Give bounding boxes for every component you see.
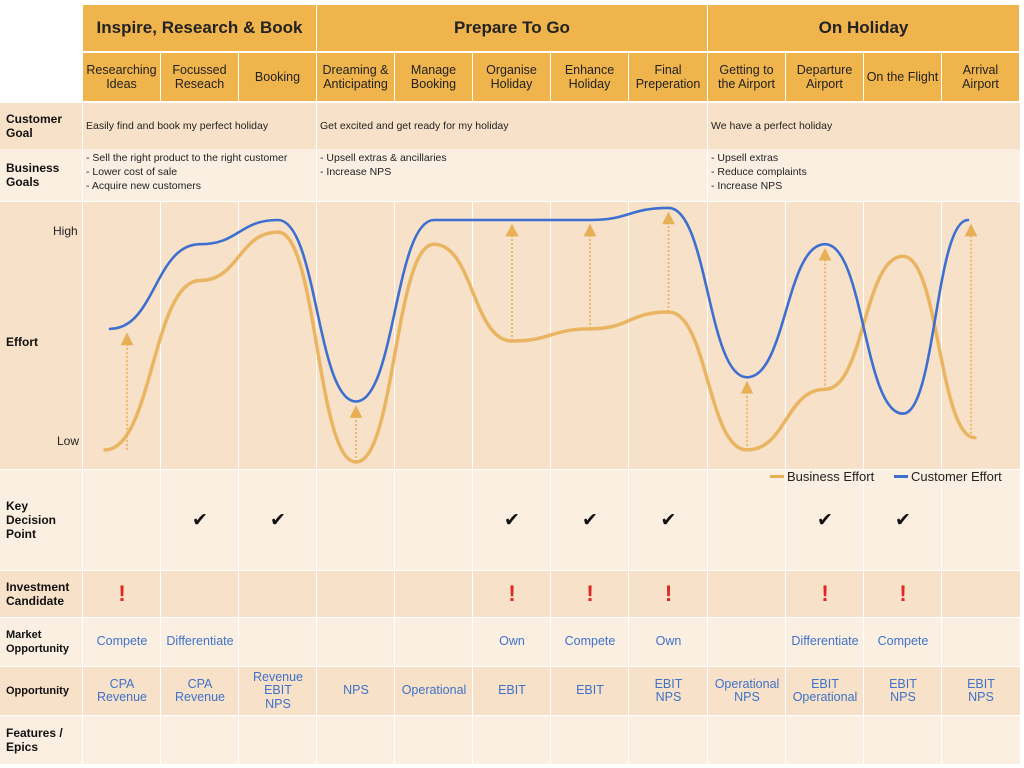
- customer-goal-phase-1: Easily find and book my perfect holiday: [86, 120, 269, 132]
- stage-header-10: Departure Airport: [786, 53, 863, 101]
- row-investment: [0, 571, 1020, 617]
- market-opportunity: Compete: [96, 634, 148, 649]
- effort-low-label: Low: [57, 434, 80, 448]
- column-divider: [863, 202, 864, 764]
- business-effort-line: [103, 230, 977, 464]
- label-effort: Effort: [6, 335, 38, 349]
- row-opportunity: [0, 667, 1020, 715]
- key-decision-check: ✔: [270, 509, 286, 531]
- opportunity-value: EBIT Operational: [792, 676, 858, 704]
- stage-header-7: Enhance Holiday: [551, 53, 628, 101]
- investment-candidate-icon: !: [664, 581, 673, 606]
- business-legend-swatch: [770, 475, 784, 478]
- stage-header-5: Manage Booking: [395, 53, 472, 101]
- key-decision-check: ✔: [192, 509, 208, 531]
- column-divider: [941, 202, 942, 764]
- stage-header-11: On the Flight: [864, 53, 941, 101]
- column-divider: [160, 202, 161, 764]
- investment-candidate-icon: !: [508, 581, 516, 606]
- column-divider: [628, 202, 629, 764]
- stage-header-4: Dreaming & Anticipating: [317, 53, 394, 101]
- stage-header-3: Booking: [239, 53, 316, 101]
- row-business-goals: [0, 149, 1020, 201]
- row-effort: [0, 202, 1020, 469]
- stage-header-6: Organise Holiday: [473, 53, 550, 101]
- key-decision-check: ✔: [895, 509, 911, 531]
- opportunity-value: Operational NPS: [714, 676, 780, 704]
- business-goals-phase-3: - Upsell extras - Reduce complaints - In…: [711, 152, 807, 192]
- key-decision-check: ✔: [660, 509, 677, 531]
- column-divider: [550, 202, 551, 764]
- label-business-goals: Business Goals: [6, 161, 60, 189]
- opportunity-value: CPA Revenue: [174, 676, 226, 704]
- market-opportunity: Differentiate: [166, 634, 234, 649]
- investment-candidate-icon: !: [586, 581, 594, 606]
- stage-header-9: Getting to the Airport: [708, 53, 785, 101]
- column-divider: [238, 202, 239, 764]
- market-opportunity: Compete: [877, 634, 929, 649]
- customer-goal-phase-3: We have a perfect holiday: [711, 120, 833, 132]
- column-divider: [785, 202, 786, 764]
- legend-business: Business Effort: [770, 469, 874, 484]
- phase-inspire-research-book: Inspire, Research & Book: [83, 5, 316, 51]
- key-decision-check: ✔: [582, 509, 598, 531]
- opportunity-value: CPA Revenue: [96, 676, 148, 704]
- effort-high-label: High: [53, 224, 78, 238]
- key-decision-check: ✔: [817, 509, 833, 531]
- label-opportunity: Opportunity: [6, 685, 69, 697]
- customer-legend-swatch: [894, 475, 908, 478]
- label-column-divider: [82, 103, 83, 764]
- market-opportunity: Own: [499, 634, 525, 649]
- business-goals-phase-2: - Upsell extras & ancillaries - Increase…: [320, 152, 447, 178]
- opportunity-value: EBIT NPS: [654, 676, 683, 704]
- key-decision-check: ✔: [504, 509, 520, 531]
- column-divider: [472, 202, 473, 764]
- label-key-decision: Key Decision Point: [6, 499, 57, 541]
- opportunity-value: Revenue EBIT NPS: [252, 669, 304, 711]
- market-opportunity: Differentiate: [791, 634, 859, 649]
- stage-header-12: Arrival Airport: [942, 53, 1019, 101]
- stage-header-1: Researching Ideas: [83, 53, 160, 101]
- investment-candidate-icon: !: [899, 581, 907, 606]
- investment-candidate-icon: !: [821, 581, 829, 606]
- label-features: Features / Epics: [6, 726, 63, 754]
- opportunity-value: EBIT NPS: [889, 676, 917, 704]
- row-customer-goal: [0, 103, 1020, 149]
- legend-customer: Customer Effort: [894, 469, 1002, 484]
- label-investment: Investment Candidate: [6, 580, 70, 608]
- column-divider: [707, 103, 708, 764]
- opportunity-value: EBIT: [498, 683, 526, 698]
- corner-blank: [0, 0, 82, 101]
- opportunity-value: EBIT NPS: [967, 676, 995, 704]
- investment-candidate-icon: !: [118, 581, 126, 606]
- business-goals-phase-1: - Sell the right product to the right cu…: [86, 152, 288, 192]
- business-legend-label: Business Effort: [787, 469, 875, 484]
- customer-legend-label: Customer Effort: [911, 469, 1002, 484]
- opportunity-value: Operational: [401, 683, 467, 698]
- market-opportunity: Compete: [564, 634, 616, 649]
- column-divider: [316, 103, 317, 764]
- customer-effort-line: [108, 206, 970, 415]
- customer-goal-phase-2: Get excited and get ready for my holiday: [320, 120, 509, 132]
- phase-on-holiday: On Holiday: [708, 5, 1019, 51]
- opportunity-value: NPS: [343, 683, 369, 698]
- stage-header-2: Focussed Reseach: [161, 53, 238, 101]
- row-market: [0, 618, 1020, 666]
- opportunity-value: EBIT: [576, 683, 604, 698]
- row-key-decision: [0, 470, 1020, 570]
- phase-prepare-to-go: Prepare To Go: [317, 5, 707, 51]
- label-market: Market Opportunity: [6, 629, 69, 655]
- market-opportunity: Own: [655, 634, 682, 649]
- stage-header-8: Final Preperation: [629, 53, 707, 101]
- column-divider: [394, 202, 395, 764]
- label-customer-goal: Customer Goal: [6, 112, 63, 140]
- row-features: [0, 716, 1020, 764]
